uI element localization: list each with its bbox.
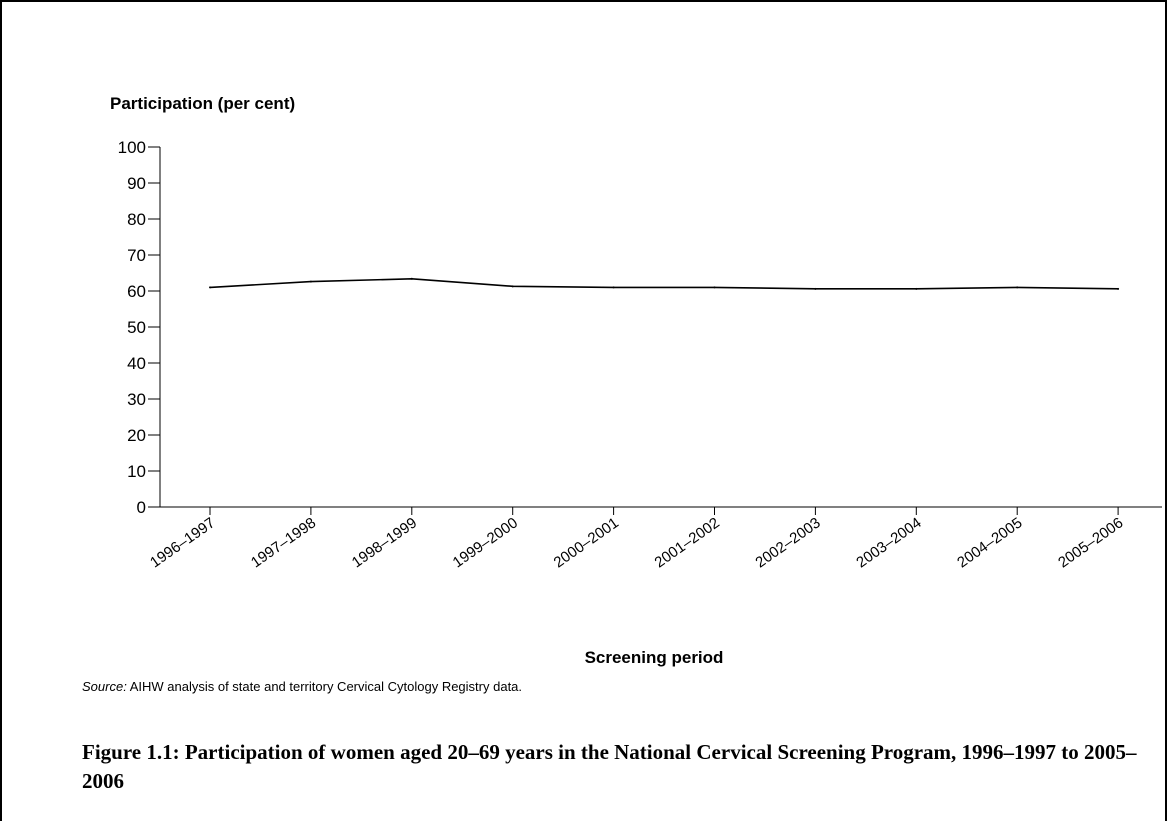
- source-note: Source: AIHW analysis of state and terri…: [82, 679, 522, 694]
- y-tick-label: 40: [127, 354, 146, 373]
- data-point: [1016, 286, 1019, 289]
- data-point: [915, 287, 918, 290]
- x-tick-label: 2002–2003: [752, 514, 823, 571]
- x-tick-label: 2004–2005: [954, 514, 1025, 571]
- x-axis-label: Screening period: [585, 648, 724, 667]
- x-tick-label: 1999–2000: [450, 514, 521, 571]
- x-tick-label: 1998–1999: [349, 514, 420, 571]
- y-tick-label: 30: [127, 390, 146, 409]
- figure-caption: Figure 1.1: Participation of women aged …: [82, 740, 1137, 793]
- y-tick-label: 20: [127, 426, 146, 445]
- data-point: [309, 280, 312, 283]
- y-tick-label: 50: [127, 318, 146, 337]
- x-tick-label: 2001–2002: [652, 514, 723, 571]
- x-tick-label: 1997–1998: [248, 514, 319, 571]
- source-text: AIHW analysis of state and territory Cer…: [126, 679, 523, 694]
- line-chart: Participation (per cent) 0 10 20 30 40 50 60 70…: [110, 94, 1162, 667]
- x-axis-ticks: 1996–1997 1997–1998 1998–1999 1999–2000 2000…: [147, 507, 1126, 571]
- data-point: [1117, 287, 1120, 290]
- y-axis-label: Participation (per cent): [110, 94, 295, 113]
- y-tick-label: 90: [127, 174, 146, 193]
- chart-series: [209, 277, 1120, 290]
- data-point: [814, 287, 817, 290]
- y-axis-ticks: 0 10 20 30 40 50 60 70 80 90 100: [118, 138, 160, 517]
- chart-axes: [159, 147, 1162, 508]
- y-tick-label: 10: [127, 462, 146, 481]
- x-tick-label: 1996–1997: [147, 514, 218, 571]
- x-tick-label: 2003–2004: [853, 514, 924, 571]
- y-tick-label: 70: [127, 246, 146, 265]
- x-tick-label: 2005–2006: [1055, 514, 1126, 571]
- y-tick-label: 60: [127, 282, 146, 301]
- data-point: [410, 277, 413, 280]
- source-prefix: Source:: [82, 679, 127, 694]
- y-tick-label: 0: [137, 498, 146, 517]
- y-tick-label: 100: [118, 138, 146, 157]
- data-point: [612, 286, 615, 289]
- data-point: [713, 286, 716, 289]
- data-point: [209, 286, 211, 289]
- data-point: [511, 285, 514, 288]
- y-tick-label: 80: [127, 210, 146, 229]
- series-line: [209, 277, 1119, 290]
- x-tick-label: 2000–2001: [551, 514, 622, 571]
